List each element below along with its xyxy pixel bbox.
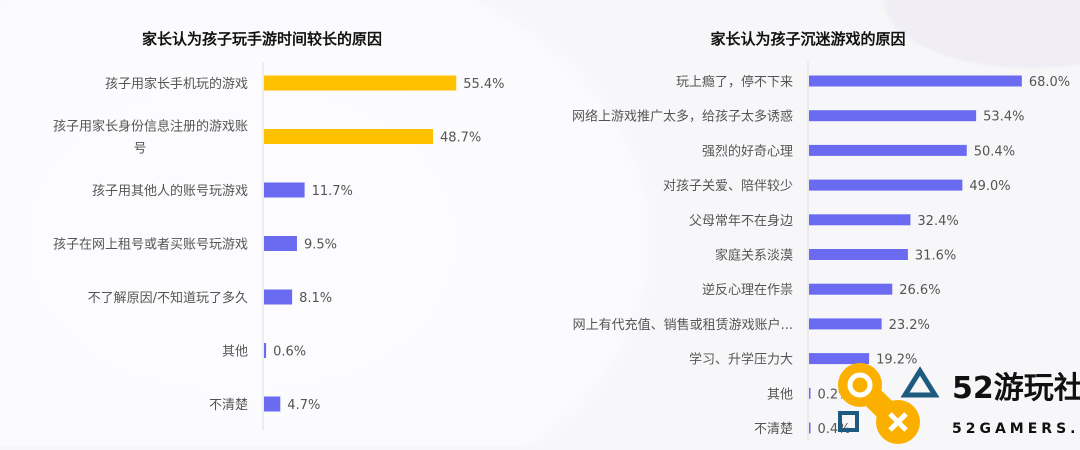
bar <box>809 249 908 260</box>
chart-title-left: 家长认为孩子玩手游时间较长的原因 <box>141 30 383 48</box>
data-label: 9.5% <box>304 238 337 253</box>
category-label: 不清楚 <box>209 398 248 413</box>
category-label: 其他 <box>222 345 248 360</box>
data-label: 4.7% <box>287 398 320 413</box>
bar <box>264 289 293 305</box>
watermark-logo: 52游玩社区 52GAMERS.COM <box>830 360 1080 450</box>
bar <box>809 144 967 156</box>
category-label: 家庭关系淡漠 <box>715 248 793 264</box>
chart-title-right: 家长认为孩子沉迷游戏的原因 <box>710 30 906 48</box>
category-label: 玩上瘾了，停不下来 <box>676 74 793 90</box>
bar <box>264 343 267 358</box>
data-label: 19.2% <box>876 353 917 368</box>
bar <box>809 353 870 365</box>
category-label: 对孩子关爱、陪伴较少 <box>663 179 793 194</box>
category-label: 孩子用其他人的账号玩游戏 <box>92 183 248 199</box>
watermark-domain: 52GAMERS.COM <box>952 421 1080 437</box>
bar <box>809 110 977 122</box>
data-label: 68.0% <box>1029 75 1070 90</box>
bar <box>809 75 1022 87</box>
data-label: 8.1% <box>299 291 332 306</box>
category-label: 其他 <box>767 387 793 402</box>
bar <box>809 318 882 330</box>
data-label: 32.4% <box>917 214 958 229</box>
data-label: 11.7% <box>312 184 353 199</box>
data-label: 50.4% <box>974 144 1015 159</box>
bar <box>264 182 305 198</box>
category-label: 学习、升学压力大 <box>689 352 793 368</box>
category-label: 孩子在网上租号或者买账号玩游戏 <box>53 238 248 253</box>
category-label: 逆反心理在作祟 <box>702 282 793 298</box>
bar <box>809 179 963 191</box>
bar <box>264 75 457 91</box>
data-label: 48.7% <box>440 131 481 146</box>
data-label: 0.4% <box>818 422 851 437</box>
watermark-brand: 52游玩社区 <box>952 371 1080 406</box>
category-label: 不清楚 <box>754 422 793 437</box>
data-label: 31.6% <box>915 249 956 264</box>
data-label: 26.6% <box>899 283 940 298</box>
category-label: 不了解原因/不知道玩了多久 <box>88 290 248 306</box>
category-label: 孩子用家长手机玩的游戏 <box>105 76 248 92</box>
category-label: 强烈的好奇心理 <box>702 143 793 159</box>
bar <box>264 396 281 412</box>
data-label: 49.0% <box>969 179 1010 194</box>
data-label: 53.4% <box>983 110 1024 125</box>
data-label: 23.2% <box>889 318 930 333</box>
bar <box>809 422 811 434</box>
category-label: 网络上游戏推广太多，给孩子太多诱惑 <box>572 109 793 125</box>
category-label: 网上有代充值、销售或租赁游戏账户... <box>573 317 793 333</box>
bar <box>264 236 297 251</box>
bar <box>809 387 811 399</box>
data-label: 0.6% <box>273 345 306 360</box>
category-label: 号 <box>133 142 146 157</box>
bar <box>809 214 911 226</box>
data-label: 55.4% <box>463 77 504 92</box>
bar <box>264 129 433 144</box>
category-label: 父母常年不在身边 <box>689 213 793 229</box>
bar <box>809 283 893 295</box>
category-label: 孩子用家长身份信息注册的游戏账 <box>53 119 248 135</box>
